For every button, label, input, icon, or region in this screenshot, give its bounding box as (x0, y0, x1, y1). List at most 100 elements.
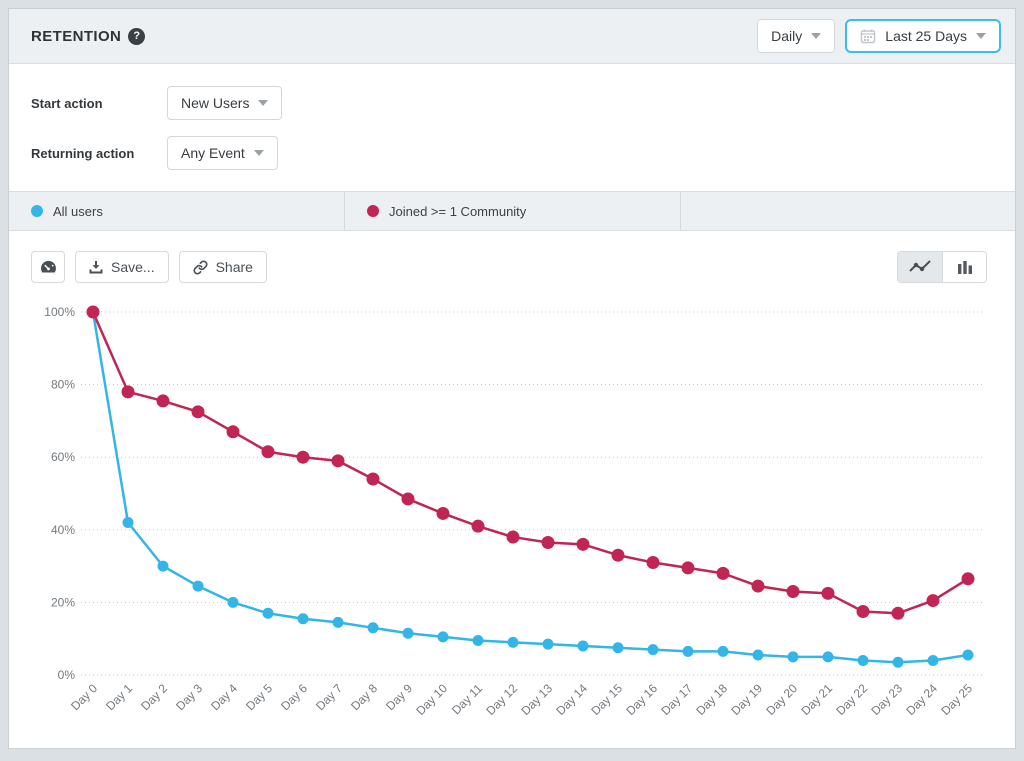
data-point[interactable] (926, 594, 940, 608)
chart-area: 0% 20% 40% 60% 80% 100% Day 0 Day 1 Day 2 Day 3 Da… (9, 289, 1015, 750)
bar-chart-icon (957, 260, 973, 274)
data-point[interactable] (227, 596, 239, 608)
legend-item-all-users[interactable]: All users (9, 192, 345, 230)
legend-item-label: All users (53, 203, 103, 219)
data-point[interactable] (191, 405, 205, 419)
help-icon[interactable]: ? (128, 27, 146, 45)
data-point[interactable] (576, 537, 590, 551)
data-point[interactable] (647, 644, 659, 656)
filters-section: Start action New Users Returning action … (9, 64, 1015, 191)
y-axis-tick-label: 100% (44, 305, 75, 319)
data-point[interactable] (437, 631, 449, 643)
returning-action-dropdown[interactable]: Any Event (167, 136, 278, 170)
retention-card: RETENTION ? Daily (8, 8, 1016, 749)
line-chart-icon (908, 259, 932, 275)
data-point[interactable] (261, 445, 275, 459)
data-point[interactable] (786, 585, 800, 599)
start-action-row: Start action New Users (31, 86, 993, 120)
line-chart-toggle[interactable] (898, 252, 942, 282)
data-point[interactable] (156, 394, 170, 408)
data-point[interactable] (821, 586, 835, 600)
data-point[interactable] (262, 607, 274, 619)
data-point[interactable] (367, 622, 379, 634)
x-axis-tick-label: Day 3 (173, 681, 205, 713)
data-point[interactable] (366, 472, 380, 486)
chevron-down-icon (976, 33, 986, 39)
x-axis-tick-label: Day 6 (278, 681, 310, 713)
data-point[interactable] (401, 492, 415, 506)
data-point[interactable] (402, 627, 414, 639)
data-point[interactable] (577, 640, 589, 652)
data-point[interactable] (507, 636, 519, 648)
data-point[interactable] (892, 656, 904, 668)
data-point[interactable] (471, 519, 485, 533)
data-point[interactable] (787, 651, 799, 663)
series-line (91, 311, 969, 615)
data-point[interactable] (121, 385, 135, 399)
legend-item-label: Joined >= 1 Community (389, 203, 527, 219)
data-point[interactable] (891, 606, 905, 620)
x-axis-tick-label: Day 1 (103, 681, 135, 713)
data-point[interactable] (612, 642, 624, 654)
data-point[interactable] (716, 566, 730, 580)
y-axis-tick-label: 0% (58, 668, 76, 682)
start-action-dropdown[interactable]: New Users (167, 86, 283, 120)
x-axis-tick-label: Day 23 (868, 681, 905, 718)
x-axis-tick-label: Day 18 (693, 681, 730, 718)
data-point[interactable] (681, 561, 695, 575)
save-button[interactable]: Save... (75, 251, 169, 283)
data-point[interactable] (472, 635, 484, 647)
data-point[interactable] (961, 572, 975, 586)
granularity-value: Daily (771, 28, 803, 44)
data-point[interactable] (332, 616, 344, 628)
data-point[interactable] (927, 654, 939, 666)
legend-cell-empty (681, 192, 1015, 230)
retention-chart: 0%20%40%60%80%100%Day 0 Day 1 Day 2 Day 3 Da… (44, 305, 985, 718)
data-point[interactable] (752, 649, 764, 661)
dashboard-button[interactable] (31, 251, 65, 283)
data-point[interactable] (542, 638, 554, 650)
data-point[interactable] (682, 645, 694, 657)
chevron-down-icon (253, 150, 264, 156)
data-point[interactable] (611, 548, 625, 562)
gauge-icon (40, 260, 57, 274)
data-point[interactable] (857, 654, 869, 666)
x-axis-tick-label: Day 11 (449, 681, 485, 717)
data-point[interactable] (297, 613, 309, 625)
x-axis-tick-label: Day 20 (763, 681, 800, 718)
data-point[interactable] (646, 555, 660, 569)
data-point[interactable] (192, 580, 204, 592)
data-point[interactable] (122, 517, 134, 529)
x-axis-tick-label: Day 9 (383, 681, 415, 713)
y-axis-tick-label: 20% (51, 595, 75, 609)
data-point[interactable] (86, 305, 100, 319)
returning-action-label: Returning action (31, 145, 135, 161)
series-line (91, 311, 969, 664)
date-range-value: Last 25 Days (885, 28, 967, 44)
data-point[interactable] (962, 649, 974, 661)
data-point[interactable] (822, 651, 834, 663)
series-dot-icon (367, 205, 379, 217)
start-action-label: Start action (31, 95, 103, 111)
legend-item-joined-community[interactable]: Joined >= 1 Community (345, 192, 681, 230)
calendar-icon (860, 28, 876, 44)
chart-toolbar: Save... Share (9, 231, 1015, 289)
x-axis-tick-label: Day 17 (658, 681, 695, 718)
data-point[interactable] (751, 579, 765, 593)
data-point[interactable] (717, 645, 729, 657)
granularity-dropdown[interactable]: Daily (757, 19, 836, 53)
bar-chart-toggle[interactable] (942, 252, 986, 282)
x-axis-tick-label: Day 14 (553, 681, 590, 718)
data-point[interactable] (157, 560, 169, 572)
data-point[interactable] (506, 530, 520, 544)
chart-type-toggle (897, 251, 987, 283)
data-point[interactable] (541, 536, 555, 550)
data-point[interactable] (856, 604, 870, 618)
share-button[interactable]: Share (178, 251, 267, 283)
data-point[interactable] (331, 454, 345, 468)
x-axis-tick-label: Day 24 (903, 681, 940, 718)
data-point[interactable] (436, 506, 450, 520)
date-range-dropdown[interactable]: Last 25 Days (845, 19, 1001, 53)
data-point[interactable] (226, 425, 240, 439)
data-point[interactable] (296, 450, 310, 464)
